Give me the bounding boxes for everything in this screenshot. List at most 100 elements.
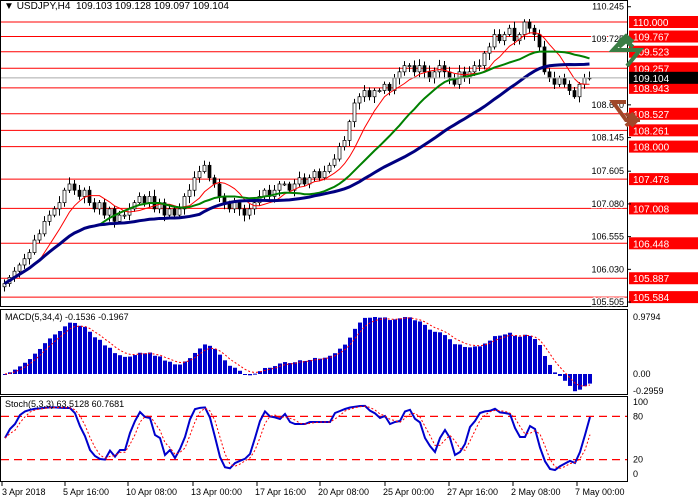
macd-bar [388,320,392,374]
level-label: 109.767 [633,33,670,44]
level-label: 105.584 [633,293,670,304]
macd-bar [338,348,342,374]
macd-bar [18,366,22,374]
time-label: 20 Apr 08:00 [318,487,369,497]
macd-bar [173,364,177,374]
candle-body [197,171,202,179]
candle-body [352,102,357,123]
macd-bar [43,343,47,374]
macd-bar [133,355,137,374]
candle-body [377,90,382,92]
stoch-scale-label: 80 [633,411,643,421]
macd-bar [448,339,452,374]
price-tick-label: 109.725 [591,34,624,44]
candle-body [487,46,492,54]
candle-body [247,208,252,216]
macd-bar [428,329,432,374]
candle-body [367,90,372,98]
candle-body [82,189,87,197]
stoch-k-value: 63.5128 [56,399,90,409]
macd-bar [258,371,262,374]
macd-bar [278,363,282,374]
candle-body [312,171,317,179]
candle-body [572,90,577,98]
macd-bar [28,359,32,374]
macd-bar [203,344,207,374]
macd-bar [353,328,357,374]
macd-bar [128,356,132,374]
level-label-bg [629,45,698,58]
macd-bar [313,357,317,374]
macd-bar [248,374,252,376]
level-label-bg [629,140,698,153]
macd-bar [423,324,427,374]
candle-body [347,121,352,141]
macd-bar [413,320,417,374]
stoch-d-value: 60.7681 [91,399,125,409]
macd-bar [538,345,542,374]
macd-bar [228,365,232,374]
macd-bar [3,374,7,375]
candle-body [92,202,97,210]
macd-bar [478,346,482,374]
macd-bar [33,353,37,374]
level-label: 109.257 [633,64,670,75]
level-label: 108.527 [633,110,670,121]
stoch-label: Stoch(5,3,3) [5,399,55,409]
trend-down-arrow-icon [609,100,640,128]
macd-bar [113,353,117,374]
macd-bar [438,332,442,374]
main-panel-frame [0,0,628,307]
macd-main-value: -0.1536 [65,312,96,322]
time-label: 17 Apr 16:00 [255,487,306,497]
candle-body [502,34,507,42]
macd-bar [83,326,87,374]
current-price-label: 109.104 [633,74,670,85]
macd-bar [508,332,512,374]
candle-body [192,177,197,191]
level-label: 108.943 [633,84,670,95]
price-tick-label: 107.605 [591,166,624,176]
macd-bar [453,344,457,374]
candle-body [362,90,367,98]
macd-bar [563,374,567,381]
macd-bar [318,358,322,374]
candle-body [567,83,572,91]
candle-body [442,65,447,73]
candle-body [162,202,167,216]
time-label: 10 Apr 08:00 [126,487,177,497]
macd-bar [488,340,492,374]
level-label: 110.000 [633,18,669,29]
time-label: 27 Apr 16:00 [447,487,498,497]
macd-bar [13,369,17,374]
macd-bar [73,322,77,374]
level-label-bg [629,291,698,304]
macd-bar [93,337,97,374]
macd-bar [63,326,67,374]
time-label: 7 May 00:00 [575,487,625,497]
candle-body [137,196,142,204]
macd-bar [398,318,402,374]
candle-body [167,208,172,216]
candle-body [297,177,302,185]
candle-body [97,202,102,210]
high-value: 109.128 [114,1,152,12]
candle-body [412,65,417,73]
candle-body [217,183,222,197]
dropdown-triangle-icon[interactable]: ▼ [4,1,14,12]
candle-body [142,196,147,204]
candle-body [107,208,112,216]
candle-body [47,214,52,222]
macd-bar [58,331,62,374]
macd-bar [368,317,372,374]
macd-bar [323,357,327,374]
macd-bar [243,374,247,375]
candle-body [302,177,307,185]
macd-header: MACD(5,34,4) -0.1536 -0.1967 [5,312,129,322]
candle-body [62,189,67,204]
candle-body [542,46,547,73]
macd-bar [443,335,447,374]
macd-bar [433,331,437,374]
candle-body [42,221,47,235]
